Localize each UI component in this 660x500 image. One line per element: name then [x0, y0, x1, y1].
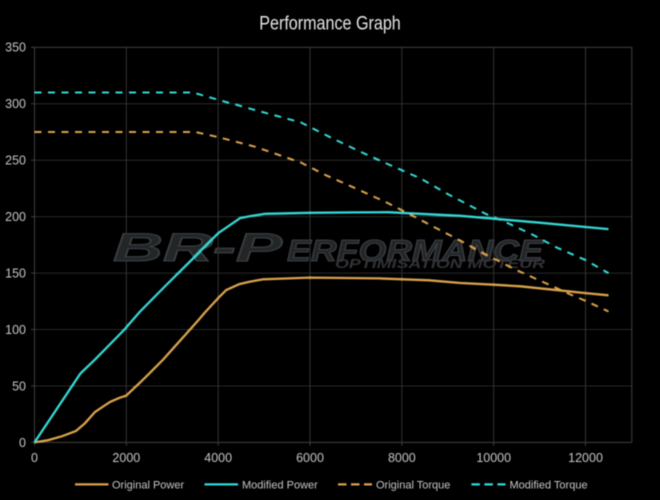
svg-text:0: 0 — [31, 451, 38, 465]
svg-text:Original Power: Original Power — [112, 479, 184, 491]
svg-text:250: 250 — [5, 154, 26, 168]
svg-text:12000: 12000 — [568, 451, 603, 465]
svg-text:6000: 6000 — [296, 451, 324, 465]
svg-text:OPTIMISATION MOTEUR: OPTIMISATION MOTEUR — [335, 256, 546, 271]
svg-text:300: 300 — [5, 97, 26, 111]
svg-text:350: 350 — [5, 41, 26, 55]
svg-text:Original Torque: Original Torque — [376, 479, 450, 491]
svg-text:BR-P: BR-P — [113, 226, 283, 270]
svg-text:Performance Graph: Performance Graph — [259, 12, 401, 34]
svg-text:100: 100 — [5, 323, 26, 337]
svg-text:0: 0 — [19, 436, 26, 450]
svg-text:8000: 8000 — [388, 451, 416, 465]
svg-text:2000: 2000 — [112, 451, 140, 465]
svg-text:4000: 4000 — [204, 451, 232, 465]
svg-text:Modified Power: Modified Power — [242, 479, 318, 491]
svg-text:ERFORMANCE: ERFORMANCE — [287, 233, 545, 268]
svg-text:10000: 10000 — [476, 451, 511, 465]
svg-text:50: 50 — [12, 379, 26, 393]
svg-text:200: 200 — [5, 210, 26, 224]
svg-text:150: 150 — [5, 266, 26, 280]
svg-text:Modified Torque: Modified Torque — [510, 479, 588, 491]
